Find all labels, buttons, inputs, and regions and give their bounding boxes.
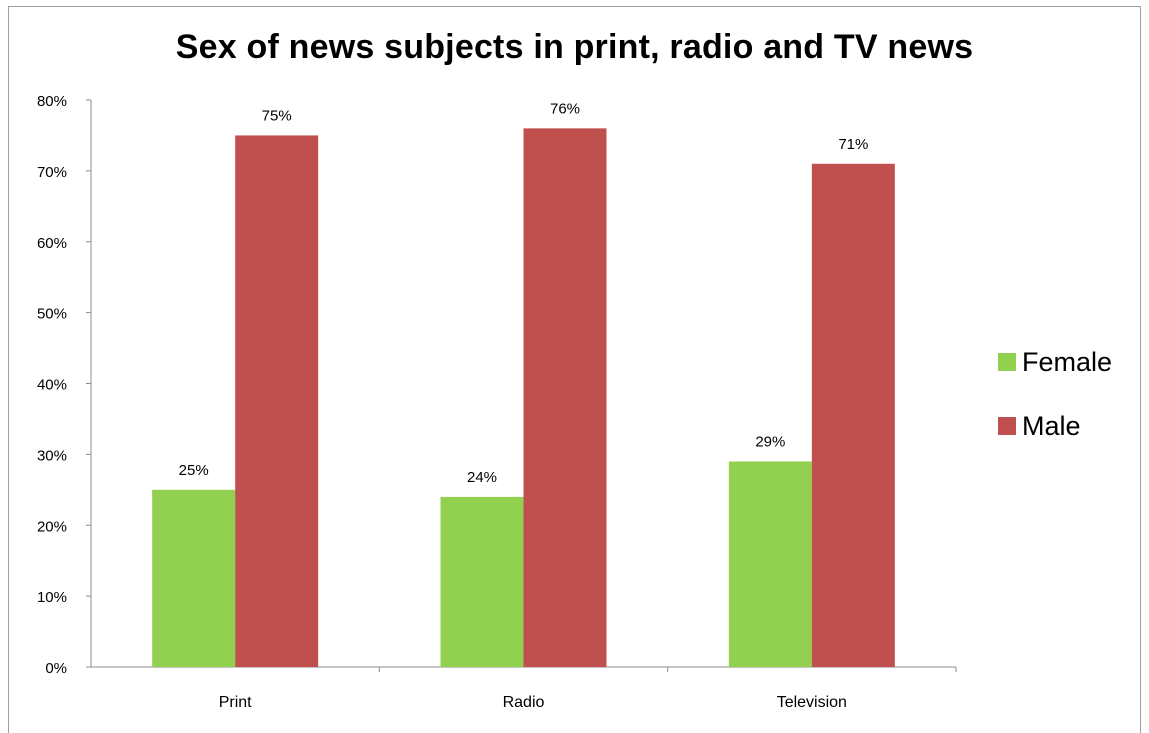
legend-swatch-male	[998, 417, 1016, 435]
y-tick-label: 80%	[37, 93, 67, 110]
legend-item-female: Female	[998, 330, 1112, 394]
y-tick-label: 10%	[37, 589, 67, 606]
x-tick-label: Print	[219, 694, 252, 711]
legend-item-male: Male	[998, 394, 1112, 458]
data-label: 25%	[179, 462, 209, 479]
bar-female-television	[728, 461, 812, 667]
y-tick-label: 50%	[37, 306, 67, 323]
data-label: 24%	[467, 469, 497, 486]
legend-label-female: Female	[1022, 346, 1113, 377]
bar-female-print	[152, 489, 236, 667]
legend-label-male: Male	[1022, 410, 1081, 441]
data-label: 76%	[550, 100, 580, 117]
y-tick-label: 60%	[37, 235, 67, 252]
y-tick-label: 70%	[37, 164, 67, 181]
legend-swatch-female	[998, 353, 1016, 371]
y-tick-label: 30%	[37, 447, 67, 464]
legend: Female Male	[998, 330, 1112, 458]
data-label: 71%	[838, 136, 868, 153]
x-tick-label: Television	[777, 694, 847, 711]
y-tick-label: 20%	[37, 518, 67, 535]
chart-title: Sex of news subjects in print, radio and…	[175, 28, 974, 66]
bar-male-radio	[523, 128, 607, 668]
y-tick-label: 0%	[45, 660, 67, 677]
data-label: 75%	[262, 107, 292, 124]
bar-female-radio	[440, 496, 524, 667]
bar-male-print	[235, 135, 319, 667]
y-tick-label: 40%	[37, 377, 67, 394]
x-tick-label: Radio	[503, 694, 545, 711]
data-label: 29%	[755, 433, 785, 450]
bar-male-television	[811, 163, 895, 667]
